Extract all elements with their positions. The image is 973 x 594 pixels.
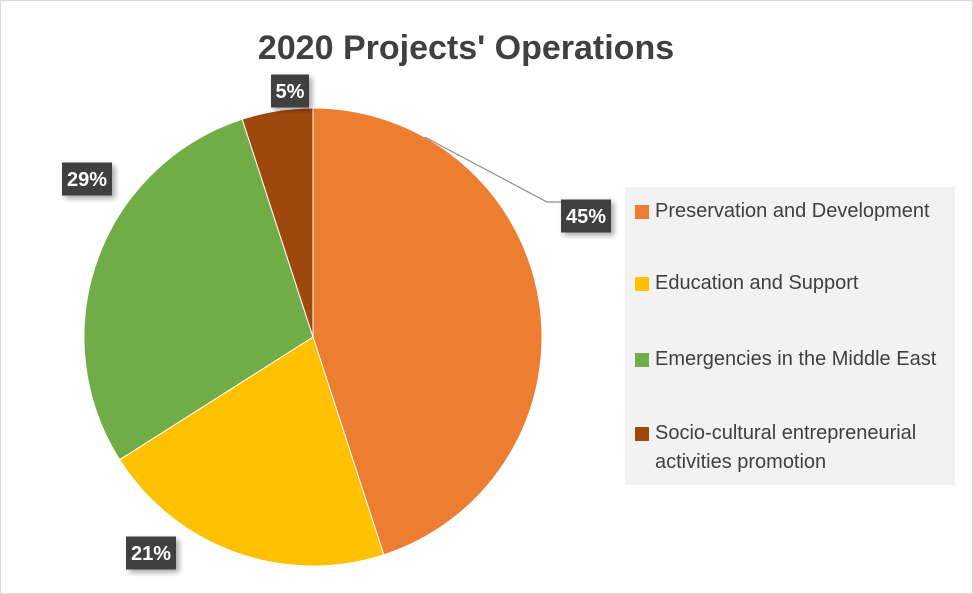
data-label-text: 45% (566, 206, 606, 228)
pie-slice (83, 118, 314, 461)
data-label-box (561, 199, 611, 233)
legend-swatch (635, 205, 649, 219)
pie-slice (241, 107, 314, 338)
legend-item: Socio-cultural entrepreneurial activitie… (635, 419, 953, 477)
chart-title: 2020 Projects' Operations (257, 29, 675, 67)
data-label: 5% (271, 74, 309, 108)
leader-line (424, 136, 561, 203)
legend-swatch (635, 353, 649, 367)
legend-swatch (635, 427, 649, 441)
pie-slice (118, 336, 385, 567)
legend-item: Education and Support (635, 269, 953, 298)
pie-slice (312, 107, 543, 556)
data-label-box (126, 536, 176, 570)
data-label-text: 5% (276, 81, 305, 103)
legend-item: Emergencies in the Middle East (635, 345, 953, 374)
legend-label: Socio-cultural entrepreneurial activitie… (655, 422, 917, 473)
legend-swatch (635, 277, 649, 291)
data-label: 45% (561, 199, 611, 233)
data-label: 29% (62, 162, 112, 196)
legend-label: Preservation and Development (655, 200, 930, 222)
data-label-box (271, 74, 309, 108)
data-label-box (62, 162, 112, 196)
legend-label: Emergencies in the Middle East (655, 348, 937, 370)
data-label-text: 29% (67, 169, 107, 191)
data-label: 21% (126, 536, 176, 570)
legend-label: Education and Support (655, 272, 859, 294)
data-label-text: 21% (131, 543, 171, 565)
legend-item: Preservation and Development (635, 197, 953, 226)
legend: Preservation and Development Education a… (625, 187, 955, 485)
